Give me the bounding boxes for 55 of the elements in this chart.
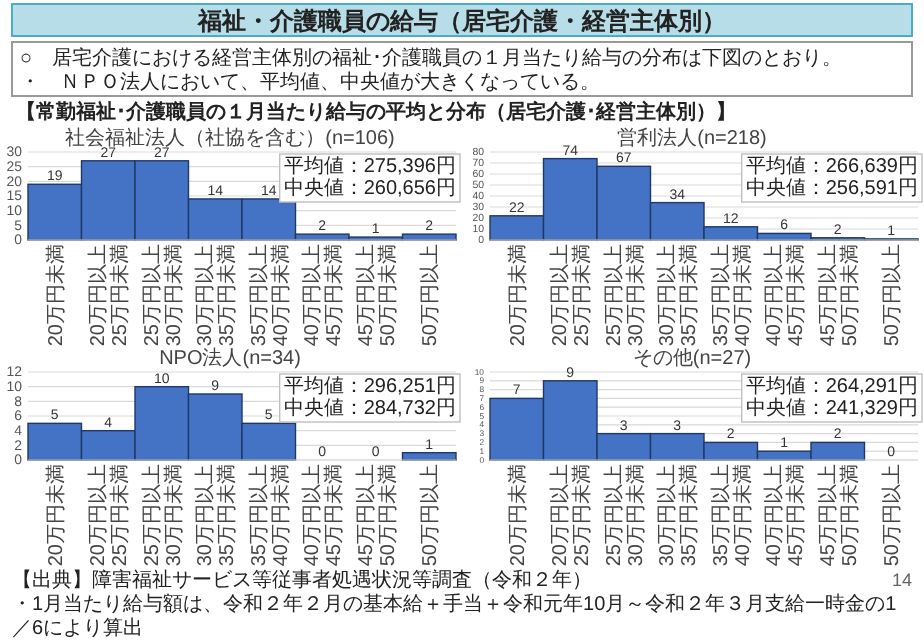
- chart-title: その他(n=27): [632, 346, 752, 370]
- x-tick-label: 35万円以上 40万円未満: [246, 244, 293, 347]
- x-tick-label: 20万円未満: [505, 244, 530, 347]
- chart-title: 社会福祉法人（社協を含む）(n=106): [65, 126, 395, 150]
- x-tick-label: 20万円未満: [505, 464, 530, 567]
- annotation: 平均値：266,639円: [745, 154, 918, 178]
- x-tick-label: 45万円以上 50万円未満: [815, 244, 862, 347]
- annotation: 平均値：275,396円: [283, 154, 456, 178]
- chart-title: NPO法人(n=34): [159, 346, 301, 370]
- annotation: 中央値：284,732円: [283, 396, 456, 420]
- x-tick-label: 40万円以上 45万円未満: [762, 244, 809, 347]
- stats-box: 平均値：266,639円 中央値：256,591円: [741, 153, 923, 203]
- x-tick-label: 25万円以上 30万円未満: [139, 244, 186, 347]
- x-tick-label: 40万円以上 45万円未満: [300, 244, 347, 347]
- x-tick-label: 50万円以上: [880, 464, 905, 567]
- stats-box: 平均値：264,291円 中央値：241,329円: [741, 373, 923, 423]
- x-tick-label: 50万円以上: [880, 244, 905, 347]
- x-tick-label: 30万円以上 35万円未満: [193, 464, 240, 567]
- annotation: 中央値：256,591円: [745, 176, 918, 200]
- x-tick-label: 45万円以上 50万円未満: [815, 464, 862, 567]
- annotation: 平均値：296,251円: [283, 374, 456, 398]
- text: ・1月当たり給与額は、令和２年２月の基本給＋手当＋令和元年10月～令和２年３月支給一時金の1／6により算出: [12, 592, 898, 640]
- annotation: 中央値：260,656円: [283, 176, 456, 200]
- x-tick-label: 50万円以上: [418, 244, 443, 347]
- x-tick-label: 20万円以上 25万円未満: [86, 244, 133, 347]
- x-tick-label: 20万円未満: [43, 244, 68, 347]
- x-tick-label: 40万円以上 45万円未満: [300, 464, 347, 567]
- x-tick-label: 25万円以上 30万円未満: [139, 464, 186, 567]
- x-tick-label: 20万円以上 25万円未満: [548, 244, 595, 347]
- x-tick-label: 20万円以上 25万円未満: [86, 464, 133, 567]
- x-tick-label: 30万円以上 35万円未満: [193, 244, 240, 347]
- stats-box: 平均値：275,396円 中央値：260,656円: [279, 153, 461, 203]
- text: 【常勤福祉･介護職員の１月当たり給与の平均と分布（居宅介護･経営主体別）】: [16, 100, 736, 124]
- x-tick-label: 20万円以上 25万円未満: [548, 464, 595, 567]
- x-tick-label: 35万円以上 40万円未満: [708, 244, 755, 347]
- x-tick-label: 45万円以上 50万円未満: [353, 244, 400, 347]
- annotation: 平均値：264,291円: [745, 374, 918, 398]
- text: 【出典】障害福祉サービス等従事者処遇状況等調査（令和２年）: [12, 568, 592, 592]
- stats-box: 平均値：296,251円 中央値：284,732円: [279, 373, 461, 423]
- annotation: 中央値：241,329円: [745, 396, 918, 420]
- x-tick-label: 45万円以上 50万円未満: [353, 464, 400, 567]
- x-tick-label: 40万円以上 45万円未満: [762, 464, 809, 567]
- x-tick-label: 50万円以上: [418, 464, 443, 567]
- x-tick-label: 35万円以上 40万円未満: [708, 464, 755, 567]
- x-tick-label: 35万円以上 40万円未満: [246, 464, 293, 567]
- chart-title: 営利法人(n=218): [617, 126, 767, 150]
- text: ・ ＮＰＯ法人において、平均値、中央値が大きくなっている。: [20, 70, 600, 94]
- x-tick-label: 25万円以上 30万円未満: [601, 464, 648, 567]
- x-tick-label: 30万円以上 35万円未満: [655, 244, 702, 347]
- text: 福祉・介護職員の給与（居宅介護・経営主体別）: [196, 7, 726, 35]
- text: ○ 居宅介護における経営主体別の福祉･介護職員の１月当たり給与の分布は下図のとおり。: [20, 46, 843, 70]
- text: 14: [891, 570, 912, 590]
- x-tick-label: 25万円以上 30万円未満: [601, 244, 648, 347]
- x-tick-label: 30万円以上 35万円未満: [655, 464, 702, 567]
- x-tick-label: 20万円未満: [43, 464, 68, 567]
